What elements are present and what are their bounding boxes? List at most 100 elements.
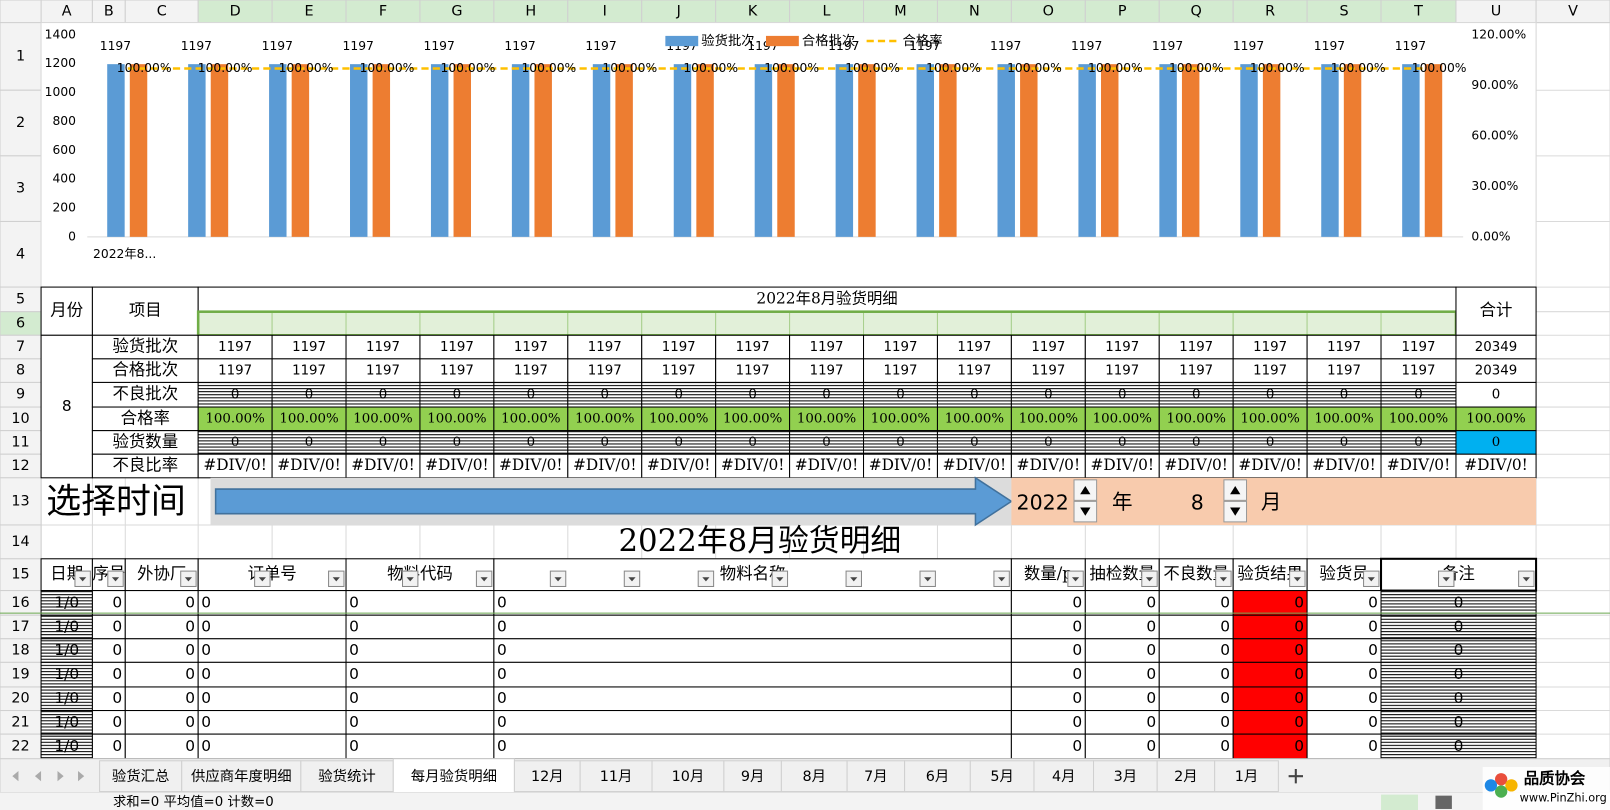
cell-value: #DIV/0! [499, 456, 563, 474]
data-value: 0 [1072, 641, 1082, 659]
cell-value: 0 [527, 388, 535, 403]
data-cell [493, 614, 1012, 640]
cell-value: 100.00% [1093, 411, 1152, 426]
data-value: 0 [185, 737, 195, 755]
cell-value: 1197 [810, 340, 844, 355]
bar-value-label: 1197 [343, 39, 374, 53]
filter-icon [480, 577, 488, 582]
column-heading: 验货员 [1319, 564, 1368, 583]
data-value: 0 [497, 689, 507, 707]
column-letter: A [62, 3, 72, 19]
sheet-tab[interactable] [1214, 760, 1279, 793]
sheet-tab[interactable] [1093, 760, 1158, 793]
watermark-petal [1495, 785, 1508, 798]
bar [1424, 64, 1443, 237]
cell-value: 100.00% [945, 411, 1004, 426]
watermark-name: 品质协会 [1524, 769, 1586, 788]
data-value: 0 [201, 737, 211, 755]
data-value: 0 [1294, 665, 1304, 683]
cell-value: 1197 [1327, 364, 1361, 379]
data-value: 0 [1146, 689, 1156, 707]
add-sheet[interactable] [1288, 768, 1303, 784]
column-heading: 抽检数量 [1089, 564, 1155, 583]
data-cell [493, 590, 1012, 616]
selected-cell [197, 311, 273, 336]
filter-icon [1219, 577, 1228, 582]
summary-title: 2022年8月验货明细 [756, 289, 897, 307]
cell-value: 1197 [292, 364, 326, 379]
cell-value: 1197 [1253, 364, 1287, 379]
sheet-tab-label: 验货统计 [318, 768, 375, 785]
year-unit: 年 [1112, 490, 1133, 514]
data-cell [345, 590, 495, 616]
bar [1262, 64, 1281, 237]
data-cell [1306, 733, 1382, 760]
data-value: 0 [112, 665, 122, 683]
bar-value-label: 1197 [504, 39, 535, 53]
sheet-tab[interactable] [181, 760, 302, 793]
cell-value: 0 [601, 388, 609, 403]
data-value: 0 [1220, 617, 1230, 635]
bar-value-label: 1197 [100, 39, 131, 53]
sheet-tab[interactable] [513, 760, 581, 793]
sheet-tab[interactable] [780, 760, 848, 793]
filter-icon [79, 577, 87, 582]
selected-cell [1084, 311, 1160, 336]
data-value: 0 [1072, 713, 1082, 731]
row-number: 22 [11, 738, 29, 754]
spinner-down-icon [1230, 507, 1241, 516]
sheet-tab-label: 11月 [600, 769, 633, 785]
cell-value: 1197 [1105, 340, 1139, 355]
sheet-tab-label: 2月 [1174, 769, 1198, 785]
row-number: 3 [16, 181, 25, 197]
selected-cell [567, 311, 643, 336]
filter-icon [184, 577, 193, 582]
tab-nav[interactable] [78, 771, 85, 782]
watermark-petal [1505, 779, 1518, 792]
data-value: 0 [1454, 713, 1464, 731]
bar-value-label: 1197 [262, 39, 293, 53]
cell-value: #DIV/0! [203, 456, 267, 474]
y-tick-label: 1000 [45, 85, 76, 99]
sheet-tab[interactable] [99, 760, 183, 793]
data-value: 0 [201, 593, 211, 611]
line-value-label: 100.00% [926, 61, 981, 75]
line-value-label: 100.00% [1331, 61, 1386, 75]
cell-value: 0 [1044, 435, 1052, 450]
sheet-tab[interactable] [1033, 760, 1095, 793]
tab-nav[interactable] [12, 771, 19, 782]
view-page[interactable] [1435, 795, 1452, 809]
tab-nav[interactable] [34, 771, 42, 782]
cell-value: #DIV/0! [1238, 456, 1302, 474]
y2-tick-label: 60.00% [1471, 128, 1518, 142]
row-label: 不良比率 [112, 456, 178, 475]
sheet-tab[interactable] [723, 760, 782, 793]
view-normal[interactable] [1381, 794, 1418, 810]
cell-value: 0 [748, 435, 756, 450]
y-tick-label: 1200 [45, 56, 76, 70]
cell-value: 1197 [662, 340, 696, 355]
data-value: 0 [185, 617, 195, 635]
sheet-tab-label: 3月 [1114, 769, 1138, 785]
data-cell [1306, 661, 1382, 688]
cell-value: #DIV/0! [647, 456, 711, 474]
bar-value-label: 1197 [1233, 39, 1264, 53]
sheet-tab[interactable] [300, 760, 394, 793]
data-value: 1/0 [54, 593, 79, 611]
row-header [0, 477, 42, 526]
column-letter: B [104, 3, 114, 19]
cell-value: 1197 [366, 340, 400, 355]
bar [916, 64, 935, 237]
tab-nav[interactable] [57, 771, 64, 782]
sheet-tab[interactable] [1156, 760, 1216, 793]
cell [1306, 381, 1382, 408]
cell-value: 1197 [588, 340, 622, 355]
cell-value: 100.00% [1019, 411, 1078, 426]
sheet-tab[interactable] [579, 760, 653, 793]
sheet-tab[interactable] [904, 760, 971, 793]
cell-value: 100.00% [871, 411, 930, 426]
bar [210, 64, 229, 237]
sheet-tab[interactable] [969, 760, 1035, 793]
data-value: 0 [349, 641, 359, 659]
cell-value: 1197 [1402, 364, 1436, 379]
